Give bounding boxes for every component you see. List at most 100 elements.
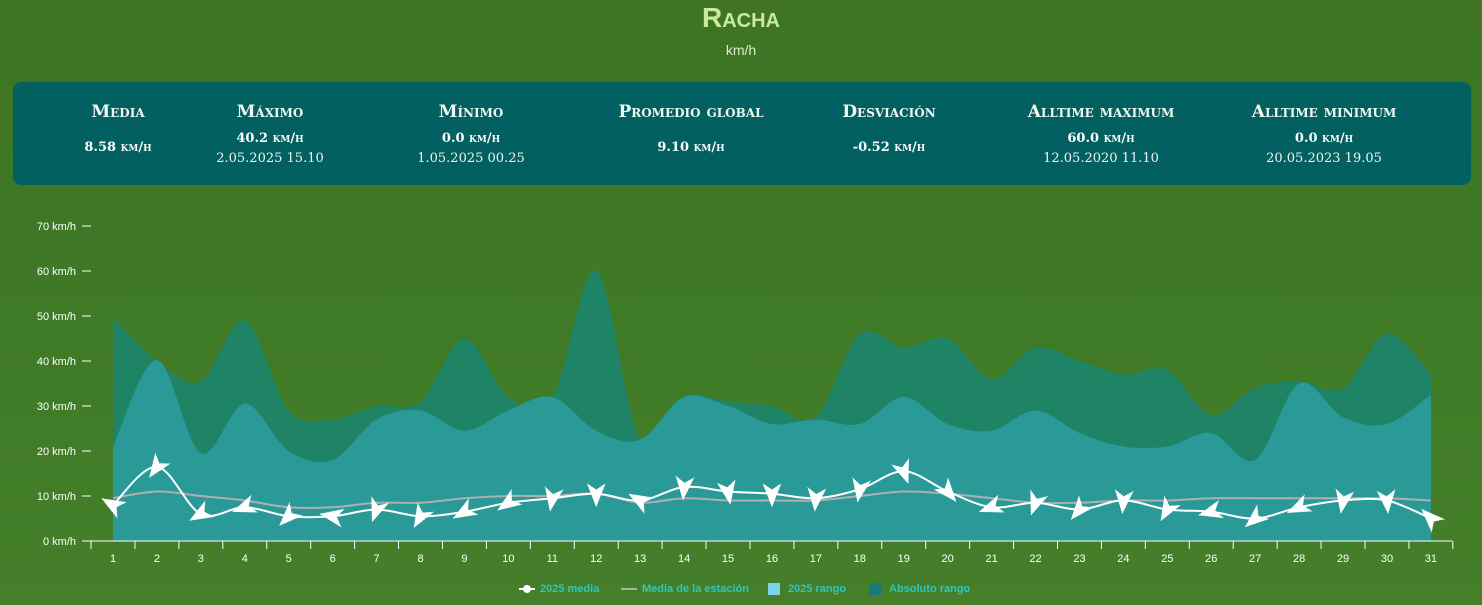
stat-date: 12.05.2020 11.10 bbox=[1043, 151, 1159, 166]
media-2025-point bbox=[978, 494, 1005, 513]
x-tick-label: 30 bbox=[1381, 553, 1393, 565]
stat-date: 20.05.2023 19.05 bbox=[1266, 151, 1382, 166]
wind-arrow-marker bbox=[1376, 489, 1396, 515]
range-2025-area bbox=[113, 360, 1431, 541]
stat-value: 9.10 km/h bbox=[657, 140, 725, 155]
chart-legend: 2025 media Media de la estación 2025 ran… bbox=[0, 581, 1482, 599]
y-tick-label: 0 km/h bbox=[43, 536, 76, 548]
stat-desviacion: Desviación -0.52 km/h bbox=[784, 82, 994, 185]
range-2025-layer bbox=[113, 360, 1431, 541]
media-2025-point bbox=[1030, 489, 1049, 516]
wind-arrow-marker bbox=[762, 483, 782, 508]
x-tick-label: 10 bbox=[502, 553, 514, 565]
wind-arrow-marker bbox=[933, 477, 957, 502]
stat-media: Media 8.58 km/h bbox=[13, 82, 223, 185]
stat-value: 8.58 km/h bbox=[84, 140, 152, 155]
media-2025-point bbox=[852, 477, 872, 503]
x-tick-label: 9 bbox=[461, 553, 467, 565]
x-tick-label: 19 bbox=[898, 553, 910, 565]
stat-minimo: Mínimo 0.0 km/h 1.05.2025 00.25 bbox=[366, 82, 576, 185]
stats-panel: Media 8.58 km/h Máximo 40.2 km/h 2.05.20… bbox=[13, 82, 1471, 185]
legend-line-icon bbox=[621, 588, 637, 590]
stat-title: Máximo bbox=[236, 102, 304, 122]
stat-value: 60.0 km/h bbox=[1067, 131, 1135, 146]
wind-arrow-marker bbox=[149, 452, 171, 478]
x-tick-label: 29 bbox=[1337, 553, 1349, 565]
wind-arrow-marker bbox=[716, 479, 736, 505]
x-tick-label: 12 bbox=[590, 553, 602, 565]
wind-arrow-marker bbox=[497, 488, 523, 511]
legend-label: 2025 rango bbox=[788, 583, 847, 595]
stat-value: 0.0 km/h bbox=[441, 131, 501, 146]
wind-arrow-marker bbox=[978, 494, 1005, 513]
y-tick-label: 20 km/h bbox=[37, 446, 76, 458]
stat-title: Media bbox=[91, 102, 145, 122]
x-tick-label: 15 bbox=[722, 553, 734, 565]
stat-date: 1.05.2025 00.25 bbox=[417, 151, 525, 166]
x-tick-label: 13 bbox=[634, 553, 646, 565]
wind-arrow-marker bbox=[1421, 508, 1446, 533]
wind-arrow-marker bbox=[1286, 494, 1313, 514]
media-2025-point bbox=[716, 479, 736, 505]
wind-arrow-marker bbox=[891, 457, 910, 485]
media-2025-point bbox=[319, 508, 345, 528]
x-tick-label: 25 bbox=[1161, 553, 1173, 565]
legend-square-icon bbox=[768, 583, 780, 595]
y-tick-label: 30 km/h bbox=[37, 401, 76, 413]
wind-arrow-marker bbox=[101, 498, 127, 519]
x-tick-label: 24 bbox=[1117, 553, 1129, 565]
axes-layer: 1 2 3 4 5 6 7 8 9 10 11 12 13 14 15 16 17 18 19 20 21 22 23 24 2… bbox=[37, 221, 1454, 565]
media-2025-layer bbox=[101, 452, 1446, 533]
x-tick-label: 8 bbox=[417, 553, 423, 565]
y-tick-label: 10 km/h bbox=[37, 491, 76, 503]
stat-title: Promedio global bbox=[618, 102, 764, 122]
media-2025-point bbox=[371, 496, 390, 523]
media-2025-point bbox=[231, 494, 259, 513]
x-tick-label: 21 bbox=[985, 553, 997, 565]
stat-value: 0.0 km/h bbox=[1294, 131, 1354, 146]
x-tick-label: 3 bbox=[198, 553, 204, 565]
x-tick-label: 23 bbox=[1073, 553, 1085, 565]
media-2025-point bbox=[586, 483, 606, 508]
stat-value: -0.52 km/h bbox=[852, 140, 926, 155]
x-tick-label: 22 bbox=[1029, 553, 1041, 565]
legend-square-icon bbox=[869, 583, 881, 595]
stat-alltime-minimum: Alltime minimum 0.0 km/h 20.05.2023 19.0… bbox=[1219, 82, 1429, 185]
legend-label: 2025 media bbox=[540, 583, 600, 595]
wind-arrow-marker bbox=[279, 501, 303, 526]
stat-maximo: Máximo 40.2 km/h 2.05.2025 15.10 bbox=[165, 82, 375, 185]
x-tick-label: 27 bbox=[1249, 553, 1261, 565]
x-tick-label: 5 bbox=[286, 553, 292, 565]
wind-arrow-marker bbox=[586, 483, 606, 508]
media-2025-point bbox=[628, 493, 655, 515]
x-tick-label: 18 bbox=[854, 553, 866, 565]
wind-arrow-marker bbox=[628, 493, 655, 515]
legend-label: Absoluto rango bbox=[889, 583, 971, 595]
wind-arrow-marker bbox=[319, 508, 345, 528]
media-2025-point bbox=[807, 486, 827, 512]
chart-subtitle: km/h bbox=[725, 42, 757, 58]
wind-arrow-marker bbox=[807, 486, 827, 512]
wind-arrow-marker bbox=[1030, 489, 1049, 516]
media-2025-point bbox=[544, 486, 564, 512]
media-2025-point bbox=[149, 452, 171, 478]
wind-arrow-marker bbox=[231, 494, 259, 513]
x-tick-label: 28 bbox=[1293, 553, 1305, 565]
stat-title: Desviación bbox=[842, 102, 936, 122]
media-2025-point bbox=[675, 475, 695, 501]
media-2025-point bbox=[1421, 508, 1446, 533]
media-2025-point bbox=[101, 498, 127, 519]
x-tick-label: 17 bbox=[810, 553, 822, 565]
chart-title: Racha bbox=[702, 2, 780, 33]
x-tick-label: 2 bbox=[154, 553, 160, 565]
media-2025-point bbox=[1070, 495, 1094, 520]
media-2025-point bbox=[189, 500, 215, 521]
wind-arrow-marker bbox=[852, 477, 872, 503]
media-2025-point bbox=[279, 501, 303, 526]
media-2025-point bbox=[1244, 504, 1270, 528]
wind-arrow-marker bbox=[1335, 488, 1355, 514]
media-2025-point bbox=[1160, 495, 1181, 522]
stat-title: Alltime minimum bbox=[1251, 102, 1397, 122]
wind-arrow-marker bbox=[1160, 495, 1181, 522]
wind-arrow-marker bbox=[413, 502, 435, 529]
